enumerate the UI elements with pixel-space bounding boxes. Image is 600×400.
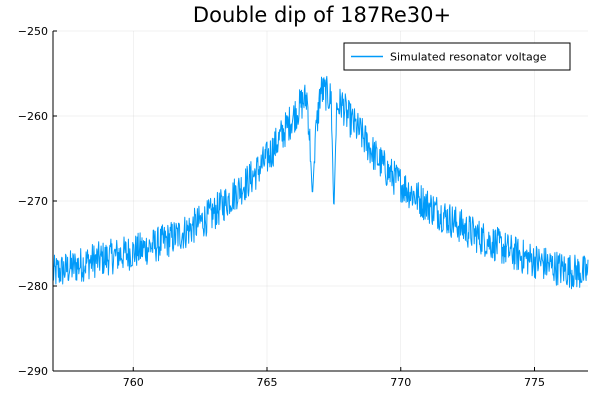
legend: Simulated resonator voltage bbox=[343, 42, 571, 71]
x-tick-label: 760 bbox=[123, 376, 144, 389]
chart-title: Double dip of 187Re30+ bbox=[193, 3, 451, 27]
legend-label: Simulated resonator voltage bbox=[390, 51, 547, 64]
grid bbox=[53, 30, 588, 372]
x-tick-label: 765 bbox=[257, 376, 278, 389]
x-tick-label: 775 bbox=[524, 376, 545, 389]
y-tick-label: −280 bbox=[18, 280, 48, 293]
y-tick-label: −270 bbox=[18, 195, 48, 208]
series-layer bbox=[52, 75, 589, 290]
y-tick-label: −260 bbox=[18, 110, 48, 123]
ticks: 760 765 770 775 −290 −280 −270 −260 −250 bbox=[18, 25, 545, 389]
y-tick-label: −290 bbox=[18, 365, 48, 378]
series-line-0 bbox=[52, 75, 589, 290]
y-tick-label: −250 bbox=[18, 25, 48, 38]
x-tick-label: 770 bbox=[390, 376, 411, 389]
